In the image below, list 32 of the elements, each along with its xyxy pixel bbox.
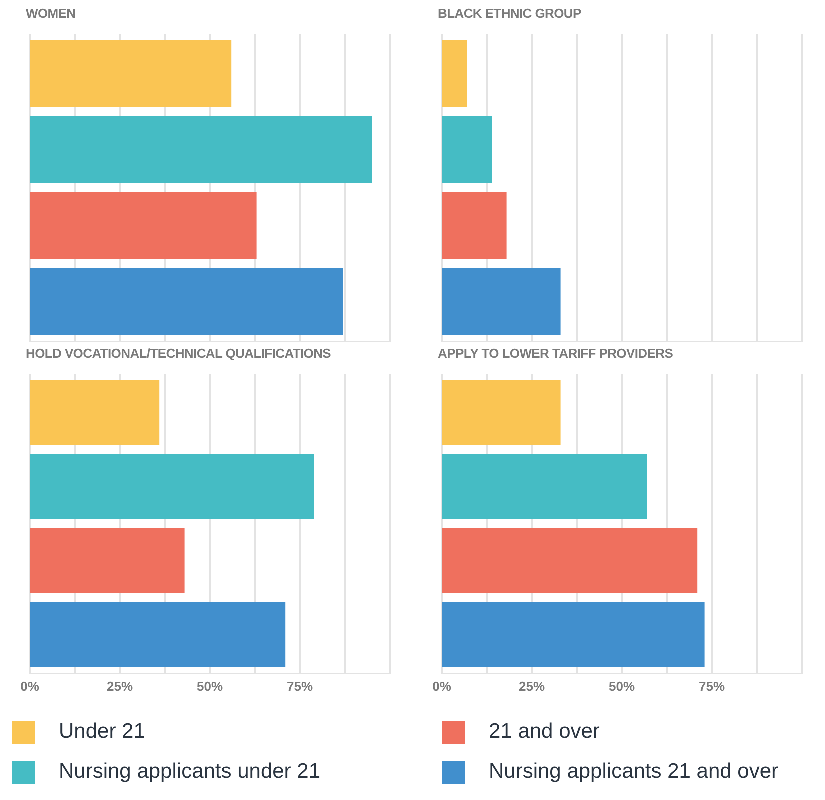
bar — [30, 268, 344, 335]
bar — [30, 602, 286, 667]
legend-label: 21 and over — [489, 720, 600, 744]
x-tick-label: 50% — [608, 679, 636, 694]
chart-title: WOMEN — [25, 6, 77, 23]
bar — [30, 380, 160, 445]
bar — [442, 40, 468, 107]
bar — [442, 602, 705, 667]
bar — [442, 268, 561, 335]
bar — [30, 192, 257, 259]
bar — [442, 192, 507, 259]
legend-label: Nursing applicants under 21 — [59, 760, 320, 784]
chart-title: APPLY TO LOWER TARIFF PROVIDERS — [437, 346, 674, 363]
bar — [30, 116, 372, 183]
legend-label: Nursing applicants 21 and over — [489, 760, 779, 784]
bar — [442, 454, 648, 519]
chart-title: HOLD VOCATIONAL/TECHNICAL QUALIFICATIONS — [25, 346, 332, 363]
bar — [442, 380, 561, 445]
bar — [442, 116, 492, 183]
bar — [30, 528, 185, 593]
x-tick-label: 50% — [196, 679, 224, 694]
legend-label: Under 21 — [59, 720, 146, 744]
x-tick-label: 0% — [20, 679, 40, 694]
x-tick-label: 0% — [432, 679, 452, 694]
chart-title: BLACK ETHNIC GROUP — [437, 6, 582, 23]
bar — [30, 40, 232, 107]
bar — [30, 454, 314, 519]
x-tick-label: 25% — [518, 679, 546, 694]
x-tick-label: 75% — [698, 679, 726, 694]
bar — [442, 528, 698, 593]
x-tick-label: 75% — [286, 679, 314, 694]
x-tick-label: 25% — [106, 679, 134, 694]
